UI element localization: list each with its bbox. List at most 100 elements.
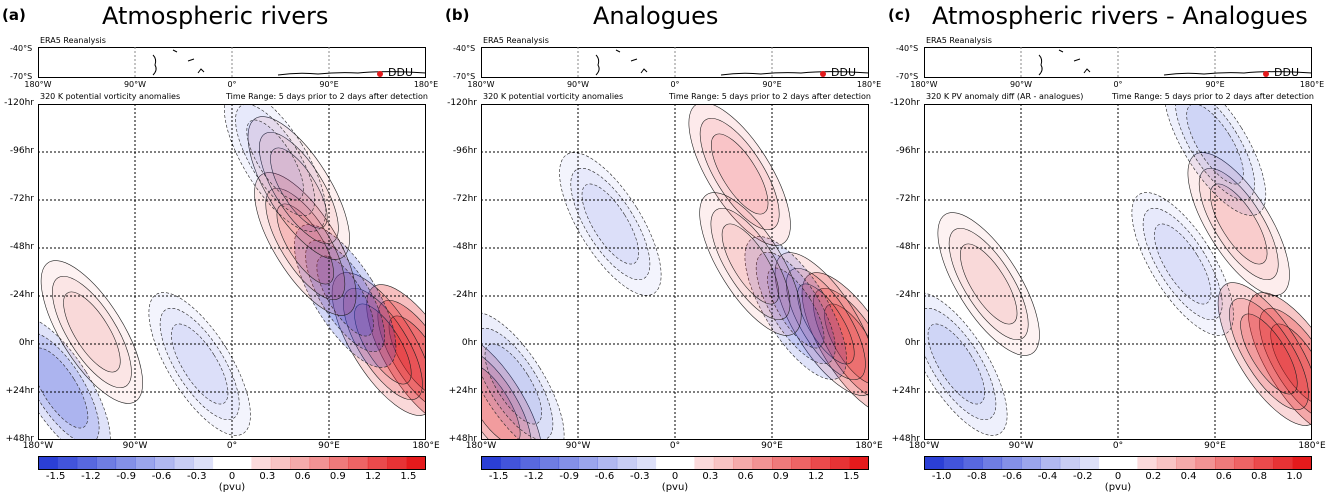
colorbar-tick-label: 1.0 [1286, 471, 1303, 482]
contour [1198, 167, 1279, 281]
contour [924, 292, 1008, 436]
coastline-antarctica [720, 71, 869, 76]
contour [710, 207, 791, 321]
colorbar-segment [500, 456, 521, 470]
panel-label: (a) [2, 6, 26, 24]
station-label: DDU [1274, 66, 1299, 79]
coastline-south-america [152, 49, 205, 76]
station-marker [820, 71, 826, 77]
colorbar-segment [558, 456, 579, 470]
subtitle-left: 320 K potential vorticity anomalies [40, 92, 181, 101]
x-tick-label: 180°E [412, 441, 440, 451]
colorbar-unit-label: (pvu) [218, 482, 246, 493]
colorbar-segment [982, 456, 1003, 470]
colorbar-segment [135, 456, 155, 470]
colorbar-tick-label: -1.5 [45, 471, 66, 482]
y-tick-label: +48hr [891, 434, 920, 444]
colorbar-segment [1195, 456, 1216, 470]
contour [711, 133, 769, 215]
coastline-south-america [595, 49, 648, 76]
contour [316, 255, 374, 337]
colorbar-segment [1021, 456, 1041, 470]
colorbar-segment [1040, 456, 1061, 470]
panel-label: (c) [888, 6, 911, 24]
contour [570, 167, 651, 281]
colorbar-segment [1234, 456, 1255, 470]
x-tick-label: 90°E [1204, 441, 1226, 451]
colorbar-tick-label: 0 [228, 471, 236, 482]
map-x-tick: 180°E [413, 80, 439, 89]
contour [797, 283, 855, 365]
colorbar-tick-label: 0.3 [702, 471, 719, 482]
y-tick-label: -48hr [9, 242, 34, 252]
contour [1217, 282, 1312, 426]
colorbar-tick-label: 0.6 [1215, 471, 1232, 482]
colorbar-segment [849, 456, 869, 470]
station-label: DDU [831, 66, 856, 79]
station-label: DDU [388, 66, 413, 79]
y-tick-label: +48hr [5, 434, 34, 444]
colorbar-segment [1156, 456, 1177, 470]
subtitle-right: Time Range: 5 days prior to 2 days after… [669, 92, 871, 101]
contour [1210, 183, 1268, 265]
colorbar-segment [1118, 456, 1138, 470]
contour [699, 117, 780, 231]
panel-title: Analogues [593, 2, 719, 30]
contour [270, 147, 328, 229]
map-lat-tick: -70°S [453, 72, 476, 81]
contour [148, 292, 251, 436]
map-x-tick: 90°E [762, 80, 782, 89]
x-tick-label: 180°W [465, 441, 497, 451]
pv-anomaly-feature [688, 104, 791, 246]
contour [1142, 207, 1223, 321]
contour [937, 212, 1040, 356]
y-tick-label: -24hr [895, 290, 920, 300]
colorbar-segment [943, 456, 964, 470]
map-x-tick: 180°W [467, 80, 495, 89]
contour [948, 227, 1029, 341]
colorbar-segment [597, 456, 618, 470]
contour [484, 343, 542, 425]
x-tick-label: 180°W [22, 441, 54, 451]
pv-anomaly-feature [699, 192, 802, 336]
colorbar-tick-label: -1.2 [524, 471, 544, 482]
contour [63, 291, 121, 373]
station-marker [1263, 71, 1269, 77]
map-caption: ERA5 Reanalysis [926, 36, 992, 45]
subtitle-right: Time Range: 5 days prior to 2 days after… [226, 92, 428, 101]
colorbar-unit-label: (pvu) [661, 482, 689, 493]
y-tick-label: +48hr [448, 434, 477, 444]
colorbar-segment [1176, 456, 1197, 470]
coastline-antarctica [277, 71, 426, 76]
colorbar-tick-label: 0.8 [1251, 471, 1268, 482]
contour [247, 116, 350, 260]
y-tick-label: -72hr [895, 194, 920, 204]
colorbar-tick-label: -0.6 [151, 471, 172, 482]
inset-map [924, 47, 1312, 78]
panel-title: Atmospheric rivers [102, 2, 329, 30]
contour [1240, 313, 1298, 395]
colorbar-segment [1059, 456, 1080, 470]
map-x-tick: 90°E [319, 80, 339, 89]
colorbar-segment [924, 456, 944, 470]
colorbar-segment [481, 456, 501, 470]
contour [767, 267, 825, 349]
colorbar-tick-label: 1.2 [808, 471, 825, 482]
y-tick-label: +24hr [891, 386, 920, 396]
colorbar-segment [772, 456, 792, 470]
colorbar-frame [924, 456, 1312, 470]
map-x-tick: 180°W [24, 80, 52, 89]
contour [699, 192, 802, 336]
colorbar-segment [1001, 456, 1022, 470]
contour [481, 327, 554, 440]
colorbar-tick-label: 0.9 [329, 471, 346, 482]
colorbar-segment [38, 456, 58, 470]
x-tick-label: 180°W [908, 441, 940, 451]
map-x-tick: 180°W [910, 80, 938, 89]
colorbar-segment [309, 456, 330, 470]
colorbar-segment [173, 456, 194, 470]
colorbar-segment [329, 456, 349, 470]
coastline-antarctica [1163, 71, 1312, 76]
map-x-tick: 180°E [856, 80, 882, 89]
y-tick-label: 0hr [18, 338, 34, 348]
